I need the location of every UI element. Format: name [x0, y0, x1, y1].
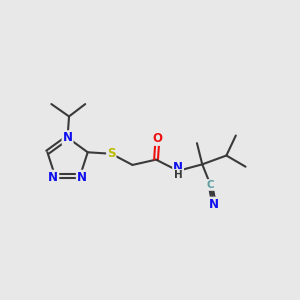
Text: S: S [107, 147, 116, 160]
Text: N: N [48, 171, 58, 184]
Text: O: O [152, 132, 163, 145]
Text: N: N [77, 171, 87, 184]
Text: C: C [207, 180, 214, 190]
Text: N: N [63, 131, 73, 144]
Text: N: N [209, 198, 219, 211]
Text: N: N [173, 161, 183, 174]
Text: H: H [174, 170, 182, 180]
